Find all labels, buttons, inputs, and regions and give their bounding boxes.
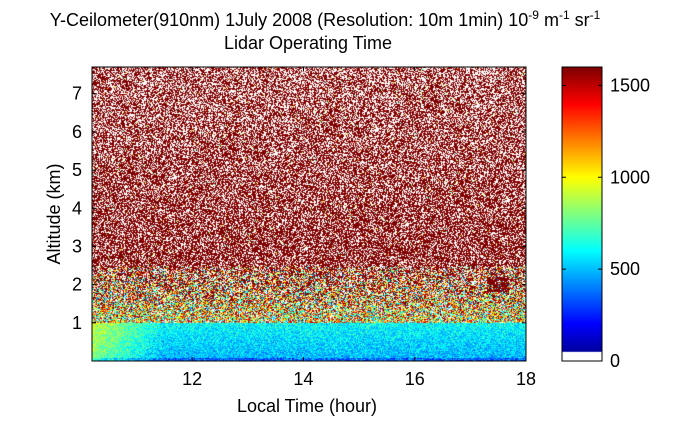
x-tick-label: 18 <box>516 369 536 389</box>
x-tick-label: 14 <box>293 369 313 389</box>
y-tick-label: 5 <box>72 160 82 180</box>
y-tick-label: 4 <box>72 198 82 218</box>
y-tick-label: 2 <box>72 275 82 295</box>
x-axis-label: Local Time (hour) <box>237 396 377 416</box>
x-tick-label: 12 <box>182 369 202 389</box>
colorbar-image <box>562 67 602 361</box>
y-tick-label: 3 <box>72 236 82 256</box>
chart-title-line2: Lidar Operating Time <box>224 33 392 53</box>
y-tick-label: 6 <box>72 122 82 142</box>
x-tick-label: 16 <box>405 369 425 389</box>
y-axis-label: Altitude (km) <box>44 163 64 264</box>
x-axis: 12 14 16 18 <box>182 67 536 389</box>
colorbar-axis: 0 500 1000 1500 <box>562 75 650 371</box>
colorbar-tick-label: 1500 <box>610 75 650 95</box>
y-axis: 1 2 3 4 5 6 7 <box>72 84 526 333</box>
heatmap-image <box>92 67 526 361</box>
y-tick-label: 1 <box>72 313 82 333</box>
y-tick-label: 7 <box>72 84 82 104</box>
plot-frame <box>91 66 527 362</box>
colorbar-tick-label: 0 <box>610 351 620 371</box>
chart-title-line1: Y-Ceilometer(910nm) 1July 2008 (Resoluti… <box>50 8 601 30</box>
colorbar-frame <box>561 66 603 362</box>
colorbar-tick-label: 1000 <box>610 167 650 187</box>
colorbar-tick-label: 500 <box>610 259 640 279</box>
